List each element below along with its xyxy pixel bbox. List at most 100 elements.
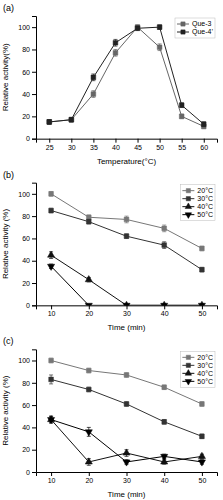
marker [49,208,54,213]
marker [48,264,55,270]
x-tick-label: 60 [200,144,208,151]
y-tick-mark [32,72,36,73]
marker [113,50,118,55]
marker [86,368,91,373]
series [48,415,206,465]
marker [124,402,129,407]
y-tick: 100 [18,191,36,198]
series [47,25,206,129]
error-bar [125,402,129,406]
x-axis: 1020304050 [37,305,218,317]
legend-entry: 30°C [182,362,213,369]
x-tick-label: 30 [123,477,131,484]
x-tick: 35 [90,139,98,151]
x-axis-title: Time (min) [108,490,146,499]
error-bar [69,117,73,121]
marker [200,246,205,251]
marker [157,45,162,50]
x-tick: 10 [48,472,56,484]
legend-label: Que-4’ [192,28,213,36]
y-tick-mark [32,360,36,361]
legend-marker [186,197,190,201]
y-tick-label: 80 [22,213,30,220]
x-tick-mark [93,139,94,143]
legend-entry: 40°C [182,370,213,377]
marker [47,120,52,125]
marker [86,219,91,224]
y-axis: 020406080100 [18,183,36,309]
marker [48,251,55,257]
y-axis: 020406080100 [18,350,36,476]
x-tick-mark [89,472,90,476]
y-tick-mark [32,238,36,239]
y-axis-line [32,17,37,140]
marker [198,303,205,305]
y-tick-label: 60 [22,68,30,75]
x-tick-label: 50 [156,144,164,151]
y-tick-mark [32,283,36,284]
marker [161,303,168,305]
y-tick: 40 [22,257,36,264]
legend-label: 40°C [197,203,213,210]
x-axis-title: Temperature(°C) [97,157,157,166]
series-line [51,194,202,249]
y-tick: 60 [22,68,36,75]
x-tick: 60 [200,139,208,151]
legend-marker [185,213,191,219]
error-bar [162,225,166,232]
marks [47,25,206,129]
y-tick: 20 [22,280,36,287]
marker [86,215,91,220]
x-tick-mark [115,139,116,143]
legend-frame [180,351,215,387]
x-tick-mark [127,305,128,309]
error-bar [49,192,53,196]
legend-marker [186,363,190,367]
legend-marker [186,355,190,359]
y-axis-title: Relative activity(%) [1,43,10,111]
x-tick: 50 [199,305,207,317]
y-tick-label: 100 [18,191,30,198]
x-tick-label: 45 [134,144,142,151]
marker [161,454,168,460]
x-tick-label: 25 [46,144,54,151]
y-tick-mark [32,94,36,95]
y-axis-line [32,350,37,473]
x-tick-mark [160,139,161,143]
y-tick: 100 [18,357,36,364]
legend-entry: Que-4’ [177,28,213,36]
y-tick-label: 60 [22,402,30,409]
y-tick: 100 [18,24,36,31]
error-bar [200,246,204,250]
y-tick-label: 80 [22,380,30,387]
error-bar [162,385,166,389]
panel-label: (a) [3,3,14,13]
legend-label: 20°C [197,187,213,194]
error-bar [158,25,162,29]
series [48,416,206,466]
y-tick-mark [32,27,36,28]
error-bar [200,267,204,271]
x-tick-label: 40 [161,310,169,317]
x-tick-mark [49,139,50,143]
x-tick: 45 [134,139,142,151]
x-tick-label: 50 [199,310,207,317]
error-bar [87,368,91,372]
y-tick: 0 [26,469,36,476]
y-tick-label: 20 [22,113,30,120]
y-tick: 0 [26,302,36,309]
x-tick: 50 [156,139,164,151]
legend-marker [181,30,185,34]
series-line [51,211,202,270]
error-bar [180,103,184,107]
marker [91,75,96,80]
marker [49,191,54,196]
x-tick-mark [89,305,90,309]
error-bar [162,242,166,249]
legend-marker [185,379,191,385]
legend-frame [175,18,215,38]
series-line [51,420,202,462]
legend-entry: 40°C [182,203,213,210]
y-tick: 80 [22,213,36,220]
y-axis-line [32,183,37,306]
